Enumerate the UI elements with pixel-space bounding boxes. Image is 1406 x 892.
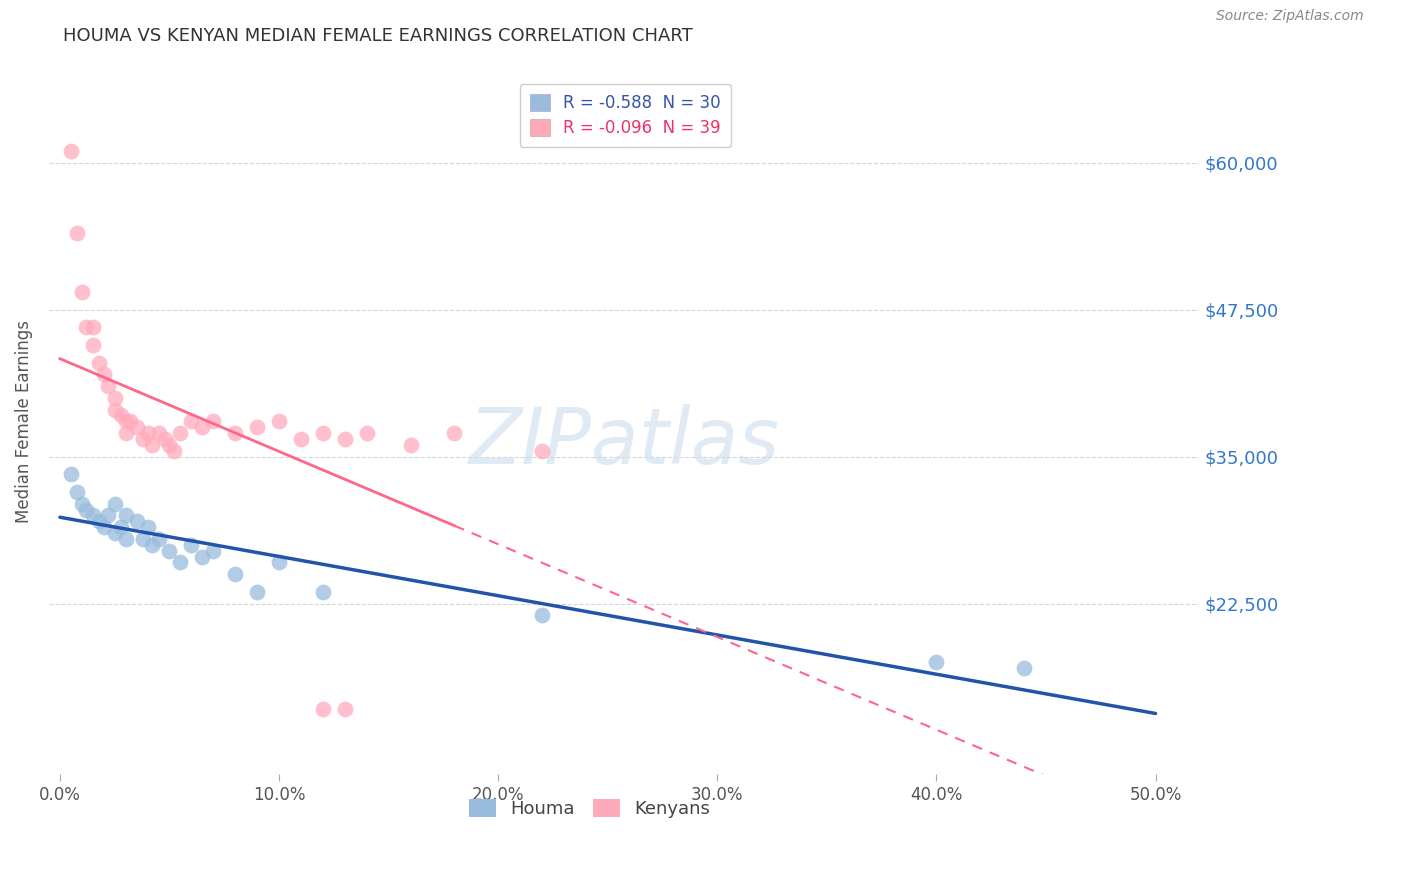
Point	[267, 556, 290, 570]
Point	[75, 502, 97, 516]
Point	[89, 355, 111, 369]
Point	[191, 420, 214, 434]
Point	[125, 420, 148, 434]
Text: HOUMA VS KENYAN MEDIAN FEMALE EARNINGS CORRELATION CHART: HOUMA VS KENYAN MEDIAN FEMALE EARNINGS C…	[63, 27, 693, 45]
Point	[114, 426, 136, 441]
Point	[333, 432, 356, 446]
Point	[132, 532, 155, 546]
Point	[97, 379, 120, 393]
Point	[66, 484, 89, 499]
Point	[148, 532, 170, 546]
Point	[70, 285, 93, 299]
Point	[267, 414, 290, 428]
Point	[399, 438, 422, 452]
Point	[93, 520, 115, 534]
Point	[312, 426, 335, 441]
Point	[531, 443, 554, 458]
Point	[141, 438, 163, 452]
Point	[136, 520, 159, 534]
Point	[202, 543, 225, 558]
Point	[153, 432, 176, 446]
Point	[59, 144, 82, 158]
Point	[246, 420, 269, 434]
Point	[93, 368, 115, 382]
Point	[82, 320, 104, 334]
Point	[224, 567, 246, 582]
Point	[312, 702, 335, 716]
Point	[925, 656, 948, 670]
Point	[141, 538, 163, 552]
Point	[110, 520, 132, 534]
Text: Source: ZipAtlas.com: Source: ZipAtlas.com	[1216, 9, 1364, 23]
Point	[132, 432, 155, 446]
Point	[159, 543, 181, 558]
Point	[169, 426, 191, 441]
Point	[114, 532, 136, 546]
Point	[104, 402, 127, 417]
Point	[163, 443, 186, 458]
Point	[82, 338, 104, 352]
Point	[75, 320, 97, 334]
Y-axis label: Median Female Earnings: Median Female Earnings	[15, 320, 32, 523]
Point	[136, 426, 159, 441]
Point	[169, 556, 191, 570]
Point	[246, 585, 269, 599]
Point	[1012, 661, 1035, 675]
Text: ZIPatlas: ZIPatlas	[468, 404, 780, 481]
Point	[202, 414, 225, 428]
Point	[312, 585, 335, 599]
Point	[118, 414, 141, 428]
Point	[104, 526, 127, 541]
Point	[191, 549, 214, 564]
Legend: Houma, Kenyans: Houma, Kenyans	[461, 791, 717, 825]
Point	[114, 508, 136, 523]
Point	[104, 391, 127, 405]
Point	[114, 414, 136, 428]
Point	[104, 497, 127, 511]
Point	[290, 432, 312, 446]
Point	[148, 426, 170, 441]
Point	[89, 514, 111, 528]
Point	[97, 508, 120, 523]
Point	[125, 514, 148, 528]
Point	[110, 409, 132, 423]
Point	[443, 426, 465, 441]
Point	[70, 497, 93, 511]
Point	[66, 226, 89, 240]
Point	[356, 426, 378, 441]
Point	[180, 414, 202, 428]
Point	[180, 538, 202, 552]
Point	[159, 438, 181, 452]
Point	[333, 702, 356, 716]
Point	[224, 426, 246, 441]
Point	[82, 508, 104, 523]
Point	[59, 467, 82, 482]
Point	[531, 608, 554, 623]
